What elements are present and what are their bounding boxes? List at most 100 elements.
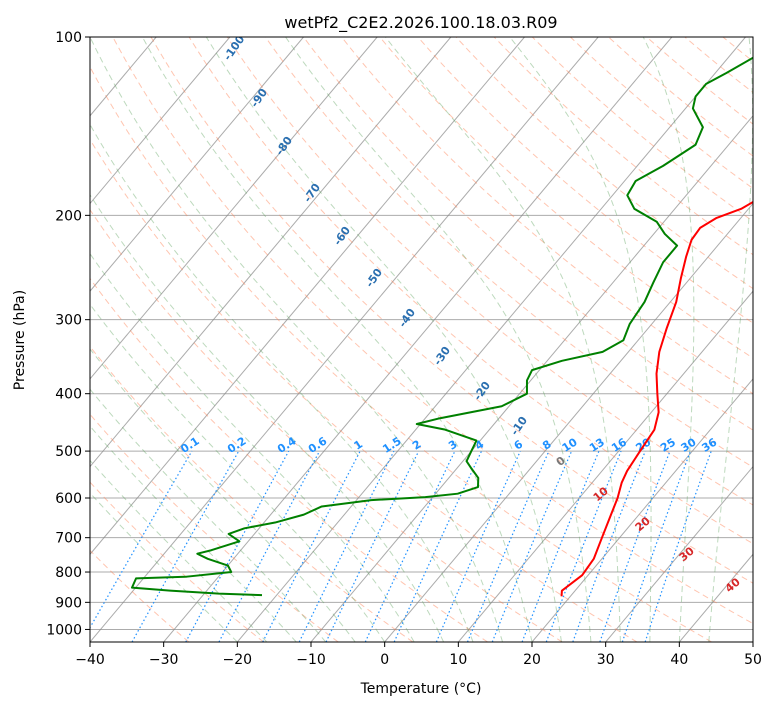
dry-adiabat-line bbox=[264, 37, 753, 468]
dry-adiabat-line bbox=[226, 37, 753, 506]
isotherm-line bbox=[310, 115, 753, 642]
moist-adiabat-label: 40 bbox=[723, 575, 743, 595]
mixing-ratio-line bbox=[545, 450, 622, 642]
plot-frame bbox=[89, 36, 754, 643]
moist-adiabat-line bbox=[205, 37, 562, 642]
dry-adiabat-lines bbox=[90, 37, 775, 642]
mixing-ratio-label: 0.6 bbox=[306, 434, 330, 456]
moist-adiabat-line bbox=[90, 388, 327, 642]
isotherm-lines bbox=[0, 37, 753, 642]
dry-adiabat-line bbox=[90, 277, 488, 642]
mixing-ratio-line bbox=[466, 450, 550, 642]
mixing-ratio-line bbox=[644, 450, 712, 642]
dry-adiabat-label: -20 bbox=[471, 379, 493, 403]
x-tick-label: 20 bbox=[523, 652, 541, 668]
dry-adiabat-line bbox=[188, 37, 753, 545]
dry-adiabat-line bbox=[684, 37, 753, 94]
moist-adiabat-line bbox=[509, 37, 652, 642]
mixing-ratio-lines bbox=[90, 450, 712, 642]
y-tick-label: 100 bbox=[55, 30, 82, 46]
moist-adiabat-line bbox=[384, 37, 621, 642]
moist-adiabat-line bbox=[285, 37, 592, 642]
y-tick-label: 200 bbox=[55, 208, 82, 224]
dry-adiabat-line bbox=[90, 413, 339, 642]
dry-adiabat-line bbox=[90, 65, 712, 642]
mixing-ratio-label: 6 bbox=[512, 437, 526, 452]
y-axis-ticks: 100 200 300 400 500 600 700 800 900 1000 bbox=[46, 30, 90, 638]
dry-adiabat-line bbox=[90, 138, 638, 642]
x-tick-label: 50 bbox=[744, 652, 762, 668]
mixing-ratio-label: 0.4 bbox=[275, 434, 299, 456]
isotherm-line bbox=[90, 37, 599, 642]
dry-adiabat-label: -50 bbox=[363, 266, 385, 290]
moist-adiabat-line bbox=[90, 37, 504, 642]
y-tick-label: 400 bbox=[55, 387, 82, 403]
mixing-ratio-line bbox=[621, 450, 692, 642]
isotherm-line bbox=[90, 37, 378, 380]
x-tick-label: −30 bbox=[149, 652, 179, 668]
reference-line-labels: 0.1 0.2 0.4 0.6 1 1.5 2 3 4 6 8 10 13 16 20 25 30 36-100-… bbox=[178, 37, 743, 595]
mixing-ratio-line bbox=[298, 450, 395, 642]
x-tick-label: −40 bbox=[75, 652, 105, 668]
dry-adiabat-line bbox=[90, 345, 414, 642]
mixing-ratio-line bbox=[325, 450, 420, 642]
dewpoint-line bbox=[130, 56, 753, 597]
mixing-ratio-line bbox=[90, 450, 193, 629]
isotherm-line bbox=[90, 37, 304, 292]
mixing-ratio-line bbox=[572, 450, 646, 642]
moist-adiabat-label: 0 bbox=[554, 454, 568, 469]
y-tick-label: 300 bbox=[55, 313, 82, 329]
isotherm-line bbox=[90, 37, 452, 468]
mixing-ratio-label: 0.1 bbox=[178, 434, 201, 456]
moist-adiabat-label: 30 bbox=[677, 544, 697, 564]
dry-adiabat-line bbox=[150, 37, 753, 584]
temperature-line bbox=[560, 200, 753, 597]
y-axis-label: Pressure (hPa) bbox=[12, 290, 28, 390]
dry-adiabat-label: -90 bbox=[248, 86, 270, 110]
dry-adiabat-line bbox=[722, 37, 753, 62]
y-tick-label: 500 bbox=[55, 444, 82, 460]
isotherm-line bbox=[752, 641, 753, 642]
dry-adiabat-line bbox=[761, 37, 775, 642]
isotherm-line bbox=[531, 378, 753, 642]
y-tick-label: 900 bbox=[55, 595, 82, 611]
x-tick-label: 0 bbox=[380, 652, 389, 668]
moist-adiabat-line bbox=[141, 37, 533, 642]
dry-adiabat-label: -10 bbox=[508, 414, 530, 438]
mixing-ratio-line bbox=[218, 450, 321, 642]
mixing-ratio-line bbox=[435, 450, 521, 642]
x-tick-label: −20 bbox=[223, 652, 253, 668]
isotherm-line bbox=[0, 37, 9, 642]
mixing-ratio-line bbox=[262, 450, 361, 642]
dry-adiabat-line bbox=[341, 37, 753, 395]
mixing-ratio-label: 2 bbox=[410, 438, 424, 453]
y-tick-label: 800 bbox=[55, 565, 82, 581]
x-tick-label: 30 bbox=[597, 652, 615, 668]
mixing-ratio-label: 16 bbox=[609, 435, 629, 454]
x-axis-ticks: −40 −30 −20 −10 0 10 20 30 40 50 bbox=[75, 642, 762, 668]
moist-adiabat-lines bbox=[90, 37, 753, 642]
dry-adiabat-line bbox=[570, 37, 753, 190]
isotherm-line bbox=[90, 37, 525, 556]
mixing-ratio-label: 1.5 bbox=[380, 434, 403, 456]
moist-adiabat-line bbox=[90, 348, 356, 642]
isotherm-line bbox=[384, 202, 753, 642]
dry-adiabat-label: -80 bbox=[273, 134, 295, 158]
mixing-ratio-label: 3 bbox=[446, 438, 460, 453]
mixing-ratio-line bbox=[185, 450, 290, 642]
dry-adiabat-label: -30 bbox=[431, 344, 453, 368]
dry-adiabat-line bbox=[112, 37, 753, 625]
dry-adiabat-label: -70 bbox=[301, 181, 323, 205]
moist-adiabat-line bbox=[708, 37, 753, 642]
isobar-lines bbox=[90, 37, 753, 630]
x-tick-label: 10 bbox=[449, 652, 467, 668]
dry-adiabat-line bbox=[90, 549, 190, 642]
isotherm-line bbox=[236, 37, 746, 642]
mixing-ratio-label: 8 bbox=[540, 438, 554, 453]
dry-adiabat-line bbox=[417, 37, 753, 324]
mixing-ratio-line bbox=[521, 450, 600, 642]
dry-adiabat-line bbox=[90, 481, 264, 642]
isotherm-line bbox=[163, 37, 673, 642]
mixing-ratio-line bbox=[393, 450, 483, 642]
